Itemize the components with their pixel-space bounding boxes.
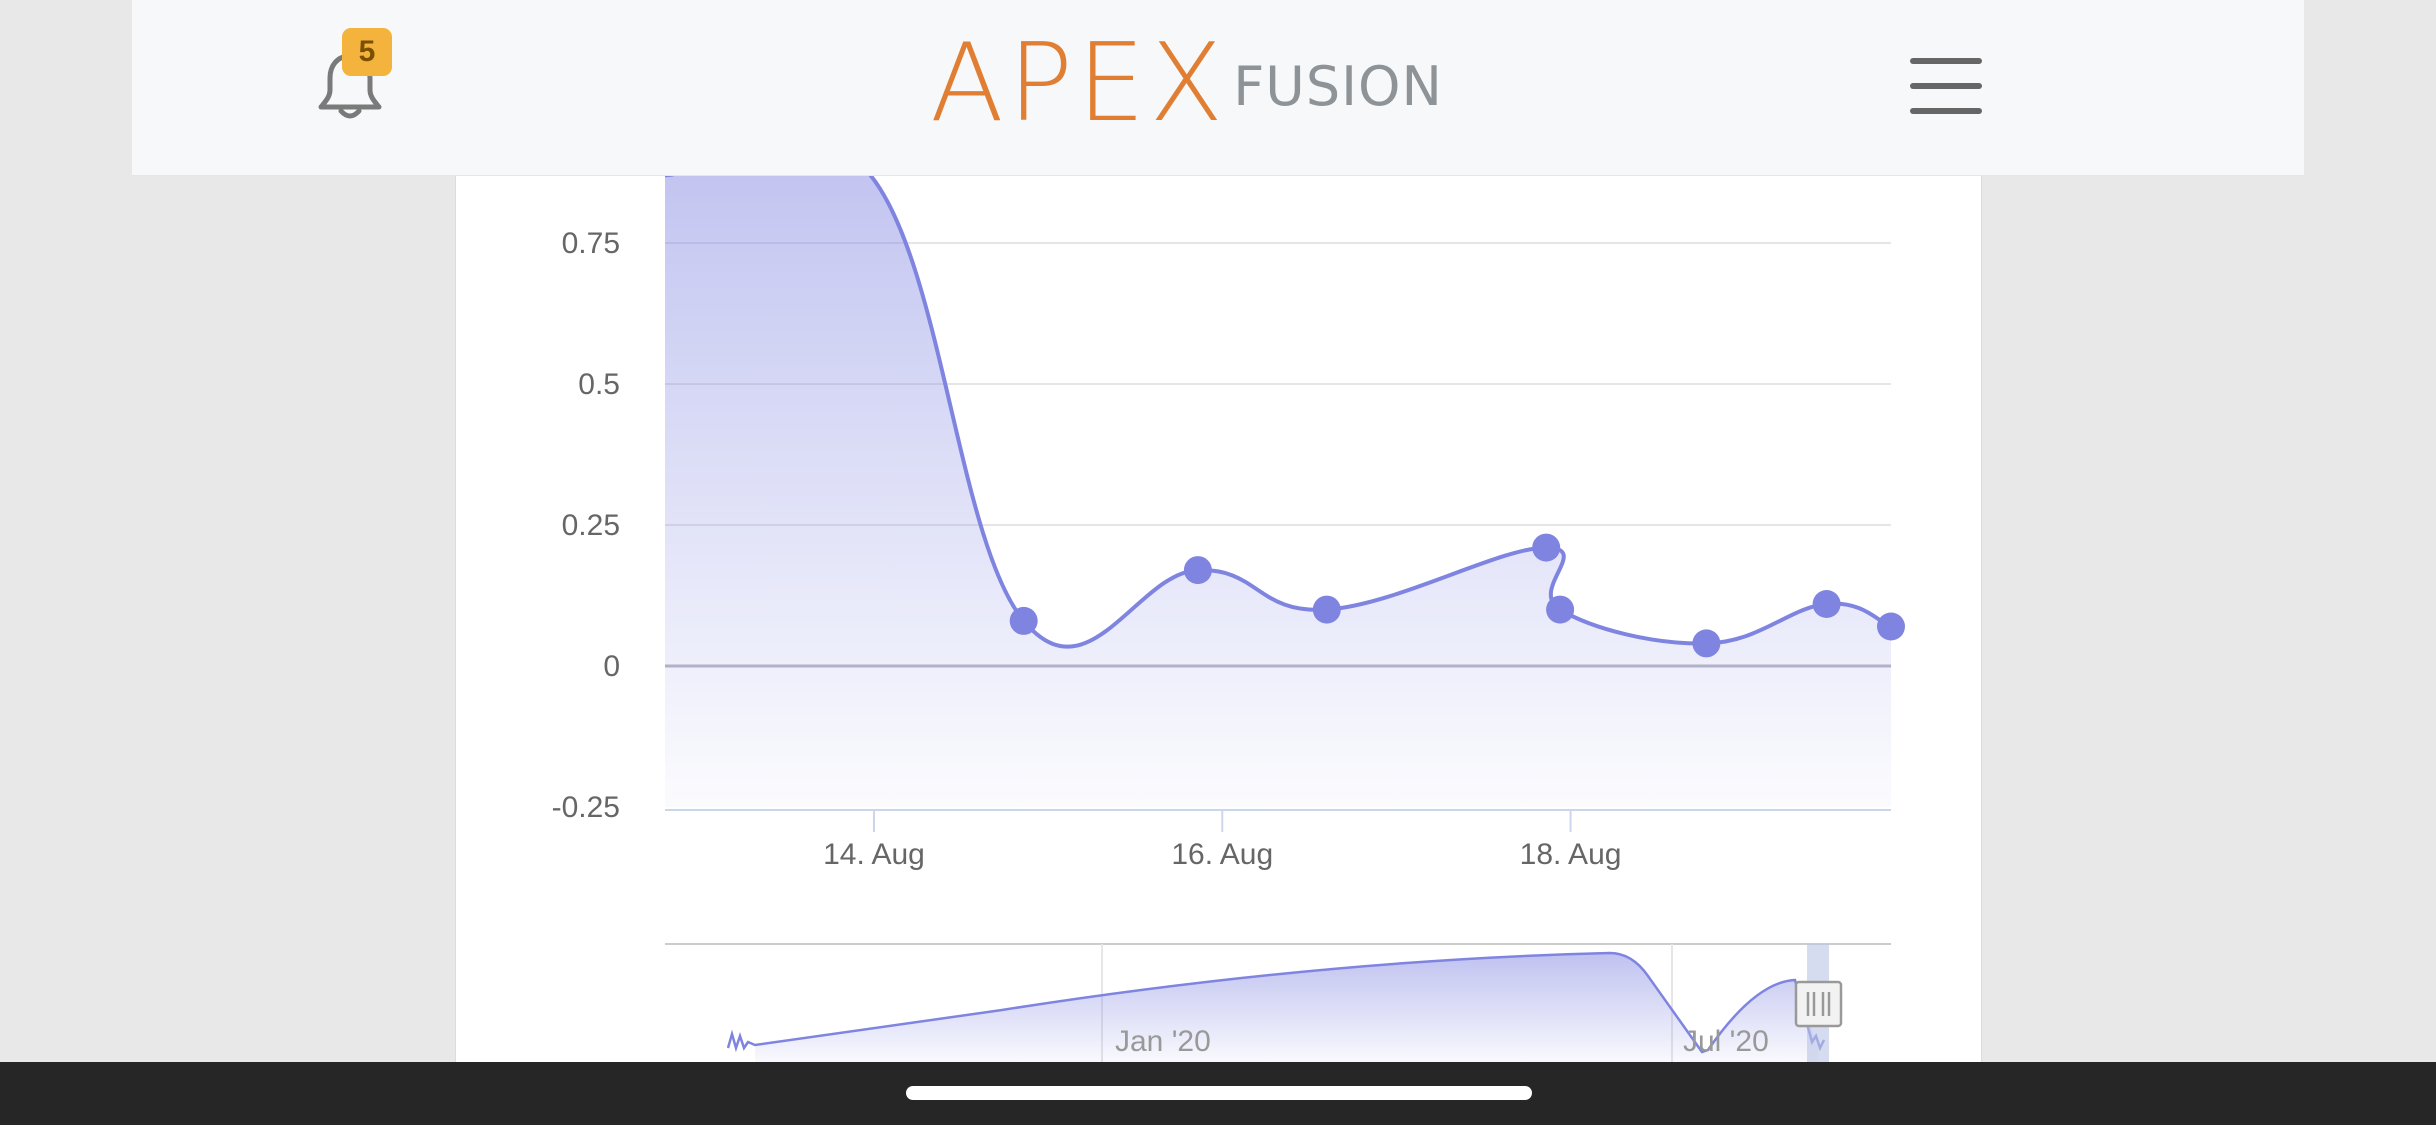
y-axis-ticks: -0.25 0 0.25 0.5 0.75 (552, 227, 620, 824)
logo-main-text: APEX (930, 21, 1228, 146)
navigator[interactable]: Jan '20 Jul '20 (665, 943, 1891, 1062)
data-point[interactable] (1532, 533, 1561, 562)
navigator-handle[interactable] (1794, 980, 1843, 1028)
navigator-label-jan: Jan '20 (1115, 1025, 1211, 1058)
y-tick-label: 0.25 (562, 509, 620, 542)
x-tick-label: 14. Aug (823, 838, 925, 871)
y-tick-label: -0.25 (552, 791, 620, 824)
logo-sub-text: FUSION (1233, 55, 1443, 118)
series-area (665, 175, 1891, 807)
data-point[interactable] (1312, 595, 1341, 624)
navigator-label-jul: Jul '20 (1683, 1025, 1769, 1058)
x-tick-label: 16. Aug (1171, 838, 1273, 871)
navigator-line (726, 951, 1826, 1054)
x-axis-ticks: 14. Aug 16. Aug 18. Aug (823, 810, 1621, 871)
data-point[interactable] (1546, 595, 1575, 624)
navigator-area (755, 953, 1818, 1062)
y-tick-label: 0.5 (578, 368, 620, 401)
data-point[interactable] (1692, 629, 1721, 658)
data-point[interactable] (1812, 590, 1841, 618)
menu-button[interactable] (1910, 58, 1982, 114)
home-indicator[interactable] (906, 1086, 1532, 1100)
y-tick-label: 0 (603, 650, 620, 683)
data-point[interactable] (1877, 612, 1905, 641)
data-points (1009, 533, 1905, 658)
x-tick-label: 18. Aug (1520, 838, 1622, 871)
data-point[interactable] (1183, 556, 1212, 585)
notification-badge[interactable]: 5 (342, 28, 392, 76)
apex-fusion-logo[interactable]: APEX FUSION (930, 21, 1443, 146)
y-tick-label: 0.75 (562, 227, 620, 260)
data-point[interactable] (1009, 606, 1038, 635)
